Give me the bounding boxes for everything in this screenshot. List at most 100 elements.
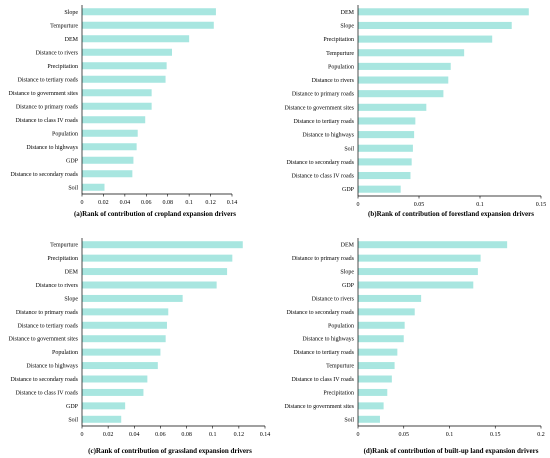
category-label: Soil [68, 417, 78, 423]
x-tick-label: 0.02 [98, 200, 109, 206]
bar [82, 129, 138, 137]
category-label: Distance to class IV roads [291, 377, 354, 383]
category-label: Distance to secondary roads [287, 310, 355, 316]
category-label: Population [52, 131, 78, 137]
category-label: Soil [344, 417, 354, 423]
bar [358, 171, 411, 180]
category-label: Distance to primary roads [16, 310, 79, 316]
x-tick-label: 0.08 [181, 432, 192, 438]
x-tick-label: 0.2 [537, 432, 545, 438]
category-label: Slope [340, 23, 354, 29]
category-label: Population [52, 350, 78, 356]
category-label: GDP [66, 404, 79, 410]
bar [358, 415, 380, 423]
chart-panel-2: DEM Slope Precipitation Tempurture Populatio… [285, 5, 546, 218]
category-label: Tempurture [50, 243, 78, 249]
bar [82, 89, 152, 97]
x-tick-label: 0.12 [205, 200, 216, 206]
category-label: Distance to class IV roads [291, 174, 354, 180]
category-label: Slope [64, 10, 78, 16]
bar [82, 362, 158, 370]
bar [82, 35, 190, 43]
bar [358, 185, 401, 193]
category-label: Precipitation [47, 64, 78, 70]
bar [82, 375, 148, 383]
bar [82, 321, 167, 329]
bar [358, 8, 529, 16]
category-label: DEM [65, 37, 79, 43]
category-label: Tempurture [326, 364, 354, 370]
category-label: GDP [66, 158, 79, 164]
category-label: GDP [342, 187, 355, 193]
x-tick-label: 0.02 [103, 432, 114, 438]
bar [358, 131, 415, 139]
category-label: Distance to highways [302, 337, 354, 343]
bar [82, 48, 172, 56]
x-tick-label: 0.06 [141, 200, 152, 206]
category-label: Distance to primary roads [292, 92, 355, 98]
category-label: Distance to secondary roads [11, 172, 79, 178]
category-label: Distance to government sites [285, 404, 355, 410]
category-label: Distance to secondary roads [287, 160, 355, 166]
bar [82, 294, 183, 302]
bar [358, 76, 449, 84]
category-label: Distance to primary roads [16, 104, 79, 110]
x-tick-label: 0.06 [155, 432, 166, 438]
category-label: Distance to government sites [9, 337, 79, 343]
bar [82, 116, 146, 124]
chart-caption: (d)Rank of contribution of built-up land… [364, 447, 539, 455]
bar [358, 49, 465, 57]
bar [82, 268, 228, 276]
category-label: Slope [64, 296, 78, 302]
bar [358, 144, 413, 152]
chart-caption: (c)Rank of contribution of grassland exp… [88, 447, 252, 455]
category-label: Population [328, 64, 354, 70]
bar [82, 402, 126, 410]
category-label: Distance to government sites [285, 105, 355, 111]
chart-caption: (a)Rank of contribution of cropland expa… [74, 210, 236, 218]
category-label: Distance to government sites [9, 91, 79, 97]
bar [82, 8, 216, 16]
category-label: DEM [341, 243, 355, 249]
bar [358, 348, 398, 356]
bar [358, 268, 478, 276]
category-label: GDP [342, 283, 355, 289]
x-tick-label: 0.04 [120, 200, 131, 206]
chart-panel-4: DEM Distance to primary roads Slope GDP Dist… [285, 238, 545, 455]
bar [358, 321, 405, 329]
bar [82, 308, 169, 316]
category-label: Soil [344, 146, 354, 152]
bar [358, 241, 508, 249]
category-label: Distance to class IV roads [15, 390, 78, 396]
bar [82, 241, 243, 249]
category-label: Distance to class IV roads [15, 118, 78, 124]
x-tick-label: 0 [81, 200, 84, 206]
bar [358, 158, 412, 166]
category-label: Distance to tertiary roads [18, 77, 79, 83]
bar [82, 388, 144, 396]
bar [82, 170, 133, 178]
category-label: Population [328, 323, 354, 329]
category-label: Distance to tertiary roads [18, 323, 79, 329]
x-tick-label: 0.1 [476, 202, 484, 208]
bar [358, 402, 384, 410]
bar [358, 335, 404, 343]
chart-panel-3: Tempurture Precipitation DEM Distance to ri… [9, 238, 270, 455]
category-label: Distance to tertiary roads [294, 350, 355, 356]
x-tick-label: 0.12 [234, 432, 245, 438]
bar [358, 117, 416, 125]
chart-panel-1: Slope Tempurture DEM Distance to rivers Prec… [9, 5, 237, 218]
category-label: Distance to rivers [312, 78, 355, 84]
x-tick-label: 0.15 [490, 432, 501, 438]
category-label: Distance to rivers [312, 296, 355, 302]
category-label: Distance to primary roads [292, 256, 355, 262]
category-label: Distance to highways [26, 364, 78, 370]
x-tick-label: 0.1 [209, 432, 217, 438]
bar [82, 254, 233, 262]
category-label: Slope [340, 270, 354, 276]
category-label: Tempurture [50, 23, 78, 29]
category-label: DEM [65, 270, 79, 276]
category-label: Distance to rivers [36, 283, 79, 289]
bar [82, 335, 166, 343]
